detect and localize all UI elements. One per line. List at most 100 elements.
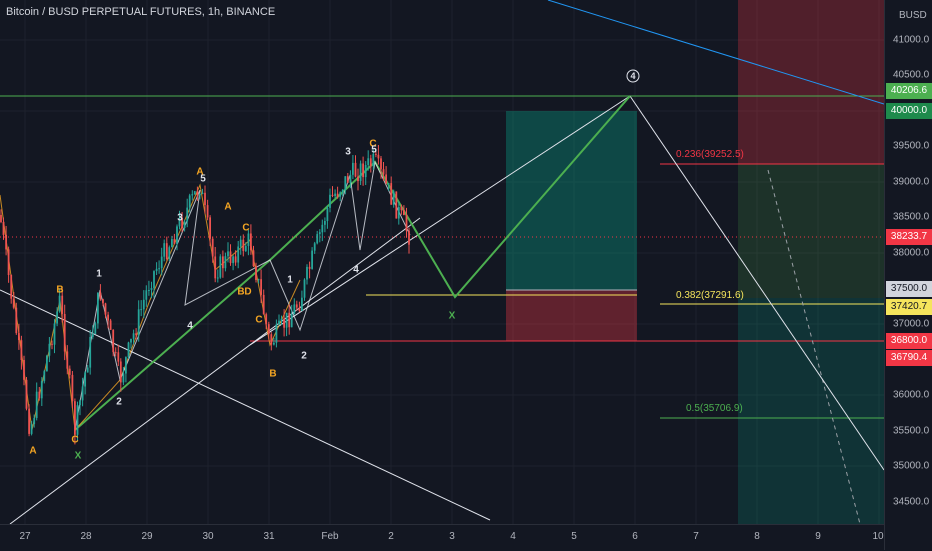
wave-label-orange: A <box>29 445 37 457</box>
candle-body <box>392 191 395 205</box>
fib-label-0236: 0.236(39252.5) <box>676 149 744 160</box>
candle-body <box>229 251 232 264</box>
price-axis-currency: BUSD <box>899 10 927 21</box>
candlestick-series[interactable] <box>0 145 410 445</box>
candle-body <box>204 192 206 206</box>
candle-body <box>352 162 354 175</box>
wave-label-orange: A <box>196 166 204 178</box>
candle-body <box>387 183 390 185</box>
candle-body <box>397 207 400 219</box>
candle-body <box>94 323 97 334</box>
candle-body <box>38 391 41 399</box>
price-tag: 40000.0 <box>886 103 932 119</box>
candle-body <box>183 221 186 228</box>
time-tick: 28 <box>80 531 92 542</box>
candle-body <box>326 207 329 221</box>
candle-body <box>46 355 48 372</box>
price-tick: 38500.0 <box>893 211 930 223</box>
dashed-projection-line <box>767 169 861 524</box>
wave-label-white: 4 <box>353 264 359 276</box>
price-tag: 36790.4 <box>886 350 932 366</box>
candle-body <box>308 266 311 269</box>
candle-body <box>61 295 64 314</box>
candle-body <box>224 256 227 269</box>
candle-body <box>270 334 273 345</box>
candle-body <box>372 153 375 167</box>
candle-body <box>303 279 306 298</box>
candle-body <box>43 371 46 382</box>
time-tick: 7 <box>693 531 699 542</box>
price-tick: 39000.0 <box>893 176 930 188</box>
candle-body <box>160 256 163 269</box>
price-tick: 36000.0 <box>893 389 930 401</box>
candle-body <box>219 256 222 278</box>
blue-trend-line[interactable] <box>547 0 884 105</box>
candle-body <box>211 238 214 257</box>
candle-body <box>145 290 148 300</box>
candle-body <box>377 154 380 159</box>
long-position-stop-zone[interactable] <box>506 290 637 341</box>
candle-body <box>18 333 20 341</box>
candle-body <box>7 249 10 275</box>
candle-body <box>285 312 288 328</box>
price-tick: 38000.0 <box>893 247 930 259</box>
candle-body <box>122 373 125 383</box>
wave-label-white: 3 <box>177 212 183 224</box>
candle-body <box>173 239 176 244</box>
candle-body <box>339 192 342 197</box>
chart-plot-area[interactable]: Bitcoin / BUSD PERPETUAL FUTURES, 1h, BI… <box>0 0 884 524</box>
candle-body <box>331 194 334 196</box>
candle-body <box>137 309 140 336</box>
candle-body <box>193 191 196 195</box>
candle-body <box>288 312 291 328</box>
candle-body <box>375 153 377 155</box>
chart-canvas[interactable] <box>0 0 884 524</box>
candle-body <box>150 288 153 290</box>
candle-body <box>369 158 372 167</box>
candle-body <box>329 194 331 208</box>
candle-body <box>99 292 102 300</box>
price-tick: 35000.0 <box>893 460 930 472</box>
candle-body <box>232 256 234 264</box>
candle-body <box>109 320 112 330</box>
candle-body <box>188 195 191 208</box>
candle-body <box>267 324 270 335</box>
wave-label-green-x: X <box>448 310 456 322</box>
candle-body <box>35 391 38 418</box>
candle-body <box>222 256 224 269</box>
price-axis[interactable]: BUSD 41000.0 40500.0 39500.0 39000.0 385… <box>884 0 932 550</box>
candle-body <box>364 165 367 178</box>
long-position-target-zone[interactable] <box>506 111 637 290</box>
candle-body <box>114 352 117 354</box>
candle-body <box>273 342 275 345</box>
wave-label-orange: B <box>56 284 64 296</box>
candle-body <box>28 408 30 434</box>
candle-body <box>390 183 393 205</box>
candle-body <box>357 176 359 182</box>
candle-body <box>97 292 99 324</box>
candle-body <box>178 218 181 227</box>
candle-body <box>76 405 79 435</box>
time-tick: 29 <box>141 531 153 542</box>
candle-body <box>382 169 385 175</box>
candle-body <box>53 323 56 345</box>
candle-body <box>10 275 13 299</box>
wave-4-circle-marker[interactable] <box>626 69 640 83</box>
candle-body <box>324 221 326 225</box>
wave-label-white: 2 <box>301 350 307 362</box>
time-axis[interactable]: 27 28 29 30 31 Feb 2 3 4 5 6 7 8 9 10 <box>0 524 884 551</box>
price-tag: 37420.7 <box>886 299 932 315</box>
candle-body <box>209 217 211 239</box>
white-trend-lines[interactable] <box>0 95 884 524</box>
candle-body <box>5 234 7 250</box>
fib-zone-green <box>738 298 884 524</box>
candle-body <box>349 174 352 183</box>
price-tick: 41000.0 <box>893 34 930 46</box>
candle-body <box>68 368 71 375</box>
candle-body <box>247 233 250 246</box>
candle-body <box>125 357 127 374</box>
candle-body <box>295 304 298 308</box>
wave-label-white: 1 <box>287 274 293 286</box>
wave-label-orange: B <box>269 368 277 380</box>
